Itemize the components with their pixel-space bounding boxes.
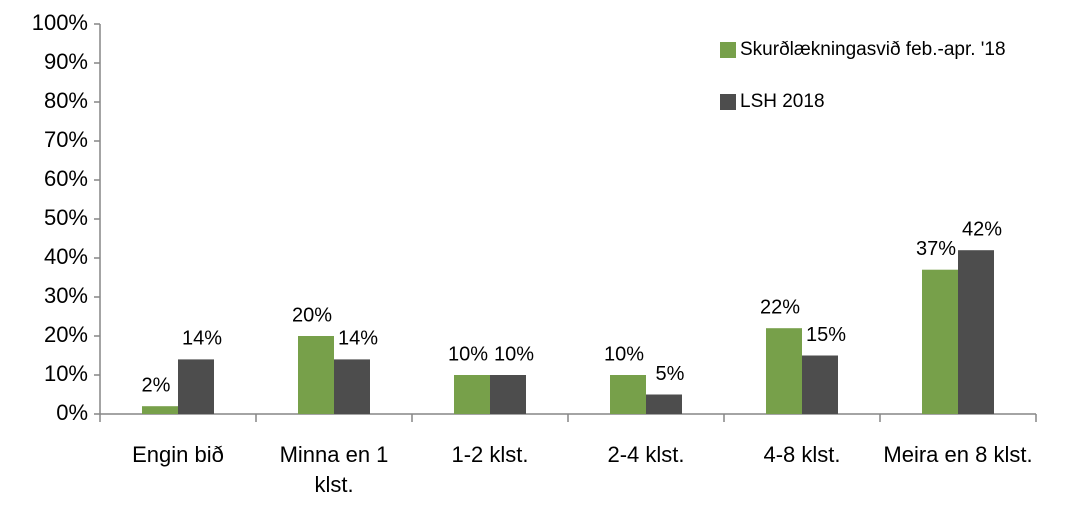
bar	[490, 375, 526, 414]
bar	[298, 336, 334, 414]
x-tick-label: 2-4 klst.	[607, 442, 685, 467]
x-tick-label: 1-2 klst.	[451, 442, 529, 467]
y-tick-label: 40%	[44, 244, 88, 269]
value-label: 14%	[182, 328, 222, 350]
legend-swatch	[720, 94, 736, 110]
x-tick-label: Engin bið	[132, 442, 224, 467]
bar	[178, 359, 214, 414]
bar	[610, 375, 646, 414]
value-label: 10%	[494, 343, 534, 365]
value-label: 5%	[656, 363, 685, 385]
legend-swatch	[720, 42, 736, 58]
bar	[646, 394, 682, 414]
value-label: 22%	[760, 296, 800, 318]
y-tick-label: 100%	[32, 10, 88, 35]
legend-label: Skurðlækningasvið feb.-apr. '18	[740, 39, 1006, 60]
value-label: 15%	[806, 324, 846, 346]
y-tick-label: 80%	[44, 88, 88, 113]
y-tick-label: 20%	[44, 322, 88, 347]
x-tick-label: 4-8 klst.	[763, 442, 841, 467]
bar	[802, 355, 838, 414]
y-tick-label: 60%	[44, 166, 88, 191]
y-tick-label: 90%	[44, 49, 88, 74]
y-tick-label: 30%	[44, 283, 88, 308]
y-tick-label: 50%	[44, 205, 88, 230]
value-label: 10%	[604, 343, 644, 365]
value-label: 20%	[292, 304, 332, 326]
bar	[958, 250, 994, 414]
value-label: 37%	[916, 238, 956, 260]
value-label: 14%	[338, 328, 378, 350]
y-tick-label: 0%	[56, 400, 88, 425]
legend-label: LSH 2018	[740, 91, 825, 112]
bar	[142, 406, 178, 414]
value-label: 2%	[142, 374, 171, 396]
x-tick-label: Meira en 8 klst.	[883, 442, 1033, 467]
bar	[766, 328, 802, 414]
y-tick-label: 10%	[44, 361, 88, 386]
value-label: 10%	[448, 343, 488, 365]
value-label: 42%	[962, 218, 1002, 240]
bar	[454, 375, 490, 414]
bar	[922, 269, 958, 414]
x-tick-label: Minna en 1 klst.	[279, 442, 389, 497]
y-tick-label: 70%	[44, 127, 88, 152]
bar	[334, 359, 370, 414]
